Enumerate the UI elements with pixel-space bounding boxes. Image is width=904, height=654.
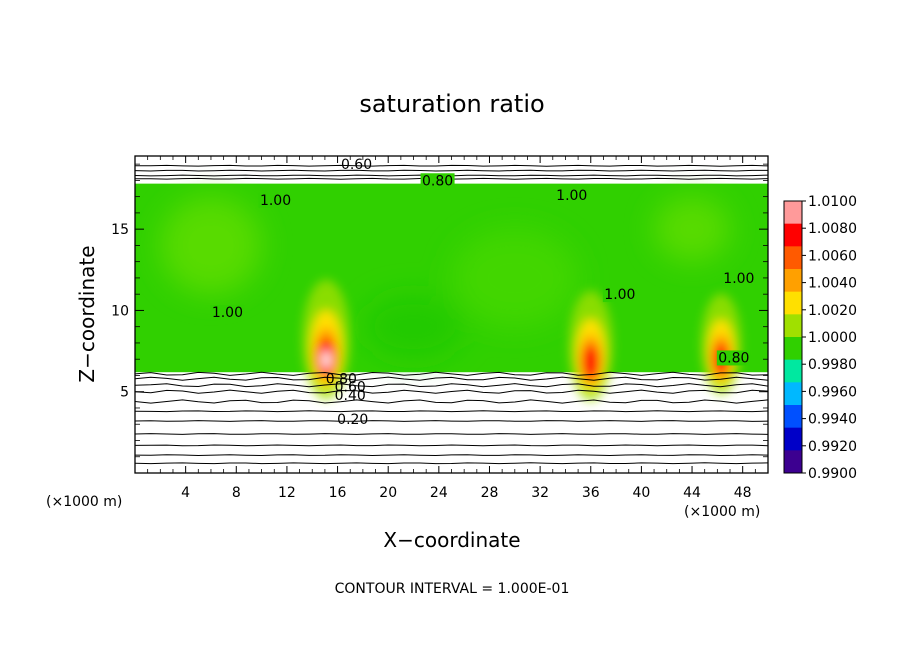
contour-label: 1.00 [723,271,754,287]
colorbar-segment [784,405,802,429]
contour-label-bg [602,287,637,303]
contour-label-bg [716,350,751,366]
colorbar-segment [784,382,802,406]
contour-line-10 [135,371,768,376]
x-tick-label: 16 [329,485,347,501]
x-axis-label: X−coordinate [383,528,520,552]
colorbar-segment [784,246,802,270]
colorbar-segment [784,450,802,474]
contour-label-bg [554,187,589,203]
chart-title: saturation ratio [359,90,544,118]
contour-line-7 [135,389,768,394]
z-unit-label: (×1000 m) [46,494,122,510]
colorbar-segment [784,223,802,247]
contour-label: 0.60 [335,380,366,396]
y-tick-label: 5 [120,385,129,401]
contour-label: 1.00 [260,193,291,209]
x-unit-label: (×1000 m) [684,504,760,520]
contour-line-2 [135,444,768,447]
contour-label: 0.40 [335,388,366,404]
colorbar-label: 1.0060 [808,248,857,264]
x-tick-label: 48 [734,485,752,501]
x-tick-label: 12 [278,485,296,501]
colorbar-label: 0.9920 [808,439,857,455]
x-tick-label: 44 [683,485,701,501]
contour-line-6 [135,399,768,404]
colorbar-label: 1.0040 [808,276,857,292]
y-tick-label: 15 [111,222,129,238]
contour-line-1 [135,454,768,457]
field-patch-2 [654,196,731,262]
field-patch-1 [451,229,579,327]
colorbar-segment [784,427,802,451]
contour-label-bg [420,173,455,189]
y-axis-label: Z−coordinate [75,245,99,382]
x-tick-label: 36 [582,485,600,501]
colorbar-segment [784,337,802,361]
colorbar-segment [784,269,802,293]
hotspot-0 [302,279,351,400]
field-patch-3 [362,294,465,360]
colorbar-label: 0.9900 [808,466,857,482]
contour-label: 0.80 [326,372,357,388]
field-patch-0 [160,196,262,295]
contour-interval-note: CONTOUR INTERVAL = 1.000E-01 [335,581,570,597]
contour-label: 1.00 [212,305,243,321]
x-tick-label: 32 [531,485,549,501]
colorbar-label: 0.9960 [808,384,857,400]
colorbar-label: 1.0100 [808,194,857,210]
colorbar-segment [784,359,802,383]
contour-label: 0.80 [718,350,749,366]
x-tick-label: 4 [181,485,190,501]
colorbar-segment [784,314,802,338]
contour-label: 0.80 [422,173,453,189]
colorbar-segment [784,201,802,225]
colorbar-label: 1.0000 [808,330,857,346]
contour-label: 0.60 [341,157,372,173]
contour-line-3 [135,433,768,435]
hotspot-1 [568,290,613,402]
contour-line-5 [135,410,768,413]
colorbar-label: 1.0080 [808,221,857,237]
x-tick-label: 24 [430,485,448,501]
x-tick-label: 28 [481,485,499,501]
contour-line-0 [135,462,768,465]
contour-label-bg [721,270,756,286]
contour-label: 1.00 [604,287,635,303]
contour-label: 1.00 [556,188,587,204]
contour-label-bg [210,304,245,320]
contour-label-bg [258,192,293,208]
x-tick-label: 8 [232,485,241,501]
contour-line-9 [135,376,768,381]
colorbar-segment [784,291,802,315]
x-tick-label: 40 [632,485,650,501]
colorbar-label: 1.0020 [808,303,857,319]
contour-line-13 [135,169,768,172]
contour-line-8 [135,383,768,388]
y-tick-label: 10 [111,303,129,319]
colorbar-label: 0.9940 [808,412,857,428]
contour-line-4 [135,420,768,422]
contour-label: 0.20 [337,412,368,428]
colorbar-label: 0.9980 [808,357,857,373]
contour-line-14 [135,164,768,167]
x-tick-label: 20 [379,485,397,501]
